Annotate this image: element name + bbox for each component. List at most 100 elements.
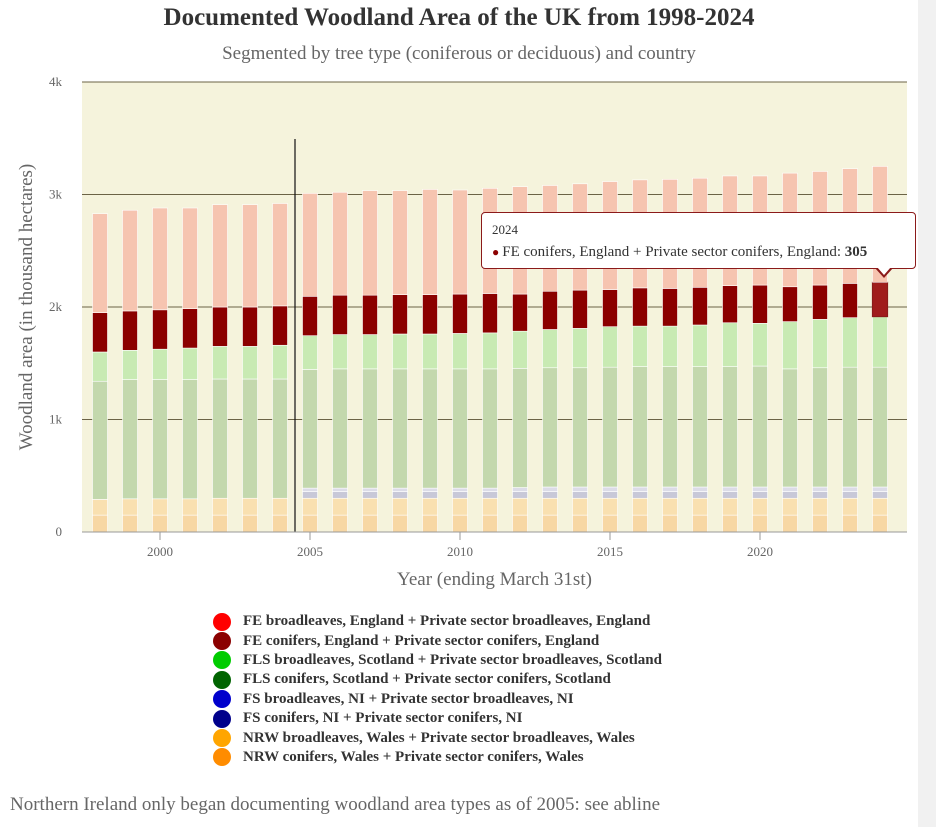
bar-segment (122, 350, 138, 380)
bar-segment (512, 514, 528, 533)
legend-item[interactable]: FS broadleaves, NI + Private sector broa… (213, 690, 662, 709)
bar-segment (752, 365, 768, 488)
bar-segment (572, 491, 588, 499)
bar-segment (122, 498, 138, 516)
bar-segment (512, 497, 528, 516)
bar-segment (542, 367, 558, 488)
bar-segment (272, 514, 288, 533)
legend-item[interactable]: FE conifers, England + Private sector co… (213, 631, 662, 651)
bar-segment (662, 514, 678, 533)
bar-segment (812, 491, 828, 499)
legend-swatch-icon (213, 612, 231, 631)
legend-item[interactable]: FS conifers, NI + Private sector conifer… (213, 709, 662, 728)
bar-segment (212, 378, 228, 499)
bar-segment (842, 514, 858, 533)
bar-segment (602, 486, 618, 492)
legend-item[interactable]: FLS conifers, Scotland + Private sector … (213, 670, 662, 689)
bar-segment (632, 366, 648, 488)
bar-segment (122, 209, 138, 312)
bar-segment (752, 497, 768, 516)
bar-segment (302, 369, 318, 489)
bar-segment (542, 290, 558, 330)
bar-segment (182, 308, 198, 349)
bar-segment (572, 514, 588, 533)
bar-segment (362, 334, 378, 370)
bar-segment (662, 497, 678, 516)
bar-segment (692, 324, 708, 367)
bar-segment (512, 293, 528, 332)
bar-segment (752, 486, 768, 492)
y-tick-label: 1k (49, 412, 63, 427)
bar-segment (812, 497, 828, 516)
bar-segment (602, 497, 618, 516)
bar-segment (302, 514, 318, 533)
bar-segment (422, 487, 438, 492)
bar-segment (782, 497, 798, 516)
bar-segment (272, 378, 288, 499)
bar-segment (482, 497, 498, 516)
bar-segment (152, 309, 168, 350)
bar-segment (692, 287, 708, 326)
legend-item[interactable]: NRW conifers, Wales + Private sector con… (213, 748, 662, 767)
bar-segment (302, 296, 318, 336)
legend-swatch-icon (213, 651, 231, 670)
bar-segment (512, 368, 528, 488)
bar-segment (362, 487, 378, 492)
bar-segment (332, 497, 348, 516)
bar-segment (392, 497, 408, 516)
y-tick-label: 0 (56, 524, 63, 539)
bar-segment (182, 498, 198, 516)
legend-item[interactable]: FE broadleaves, England + Private sector… (213, 612, 662, 631)
bar-segment (92, 514, 108, 533)
bar-segment (662, 288, 678, 327)
bar-segment (572, 497, 588, 516)
bar-segment (452, 487, 468, 492)
bar-segment (842, 491, 858, 499)
bar-segment (692, 491, 708, 499)
bar-segment (812, 514, 828, 533)
tooltip-line: ● FE conifers, England + Private sector c… (492, 244, 867, 261)
bar-segment (332, 514, 348, 533)
bar-segment (302, 491, 318, 499)
legend-item[interactable]: FLS broadleaves, Scotland + Private sect… (213, 651, 662, 670)
bar-segment (332, 294, 348, 335)
bar-segment (842, 283, 858, 318)
bar-segment (782, 491, 798, 499)
bar-segment (212, 514, 228, 533)
bar-segment (752, 323, 768, 367)
bar-segment (752, 284, 768, 324)
legend-label: NRW conifers, Wales + Private sector con… (243, 748, 584, 765)
bar-segment (242, 514, 258, 533)
bar-segment (92, 380, 108, 500)
bar-segment (392, 487, 408, 492)
bar-segment (242, 306, 258, 347)
x-tick-label: 2010 (447, 544, 473, 559)
y-tick-label: 4k (49, 74, 63, 89)
bar-segment (422, 368, 438, 489)
bar-segment (782, 286, 798, 322)
bar-segment (122, 514, 138, 533)
page-scrollbar[interactable] (918, 0, 936, 827)
bar-segment (212, 497, 228, 516)
legend-item[interactable]: NRW broadleaves, Wales + Private sector … (213, 728, 662, 748)
abline-caption: Northern Ireland only began documenting … (10, 794, 661, 815)
bar-segment (92, 351, 108, 382)
woodland-stacked-bar-chart: 0 1k 2k 3k 4k 2000 2005 2010 2015 2020 Year (endin… (16, 74, 907, 590)
bar-segment (242, 346, 258, 380)
bar-segment (662, 491, 678, 499)
x-tick-label: 2000 (147, 544, 173, 559)
bar-segment (422, 514, 438, 533)
bar-segment (302, 193, 318, 297)
bar-segment (722, 486, 738, 492)
bar-segment (632, 514, 648, 533)
bar-segment (242, 497, 258, 516)
legend-label: FE broadleaves, England + Private sector… (243, 613, 651, 630)
legend-swatch-icon (213, 690, 231, 709)
bar-segment (392, 368, 408, 489)
bar-segment (272, 344, 288, 380)
bar-segment (392, 190, 408, 295)
bar-segment (812, 367, 828, 488)
legend-label: FE conifers, England + Private sector co… (243, 632, 600, 649)
bar-segment (452, 333, 468, 370)
bar-segment (842, 497, 858, 516)
